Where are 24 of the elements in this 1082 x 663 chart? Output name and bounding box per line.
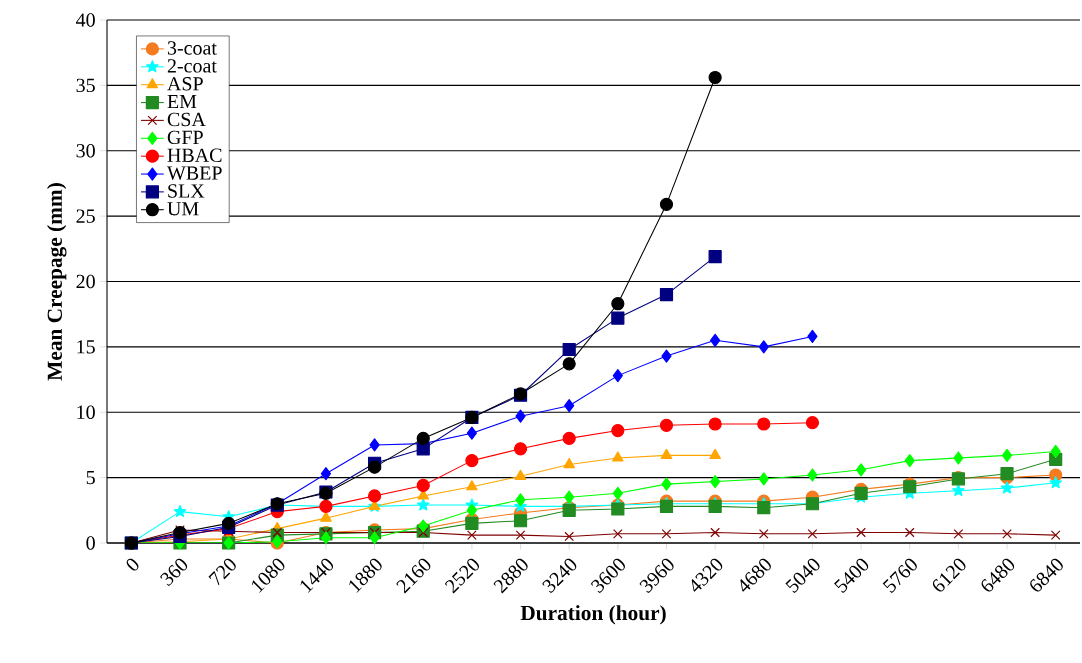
legend-label: GFP [167, 130, 203, 145]
y-tick-label: 5 [86, 470, 95, 485]
y-axis-title: Mean Creepage (mm) [46, 183, 67, 381]
legend-label: EM [167, 95, 197, 109]
y-tick-label: 20 [76, 274, 95, 289]
legend-label: 3-coat [167, 41, 217, 55]
y-tick-label: 30 [76, 143, 95, 158]
legend-label: HBAC [167, 148, 222, 163]
y-tick-label: 40 [76, 13, 95, 27]
y-tick-label: 10 [77, 405, 95, 419]
y-tick-label: 35 [76, 78, 95, 93]
legend-label: CSA [167, 112, 206, 127]
legend-label: UM [167, 202, 199, 216]
x-tick-label: 360 [160, 558, 188, 587]
legend-label: 2-coat [167, 59, 217, 73]
legend-label: SLX [168, 184, 205, 198]
legend-label: WBEP [166, 166, 222, 180]
y-tick-label: 25 [76, 209, 95, 223]
x-tick-label: 0 [126, 558, 139, 571]
x-axis-title: Duration (hour) [520, 605, 666, 625]
legend-label: ASP [167, 77, 203, 91]
y-tick-label: 15 [77, 340, 95, 354]
x-tick-label: 720 [208, 558, 236, 586]
y-tick-label: 0 [86, 536, 95, 550]
